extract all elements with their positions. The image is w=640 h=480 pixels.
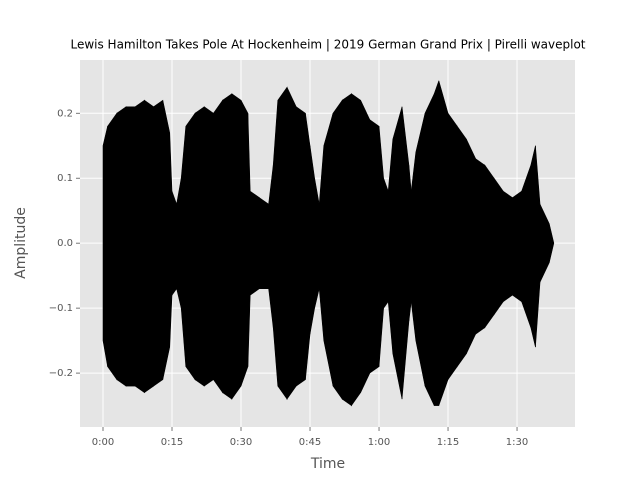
waveform-segment bbox=[383, 178, 389, 310]
waveform-segment bbox=[512, 190, 522, 303]
waveform-segment bbox=[456, 125, 467, 368]
x-tick-label: 0:15 bbox=[161, 437, 183, 448]
waveform-segment bbox=[213, 99, 223, 394]
x-tick-label: 0:00 bbox=[92, 437, 114, 448]
waveform-segment bbox=[249, 190, 260, 296]
waveform-segment bbox=[194, 106, 205, 387]
waveform-segment bbox=[277, 86, 288, 401]
x-axis-label: Time bbox=[310, 456, 345, 472]
waveform-segment bbox=[153, 99, 164, 387]
x-tick-label: 0:30 bbox=[230, 437, 252, 448]
x-tick-label: 1:00 bbox=[368, 437, 390, 448]
waveform-segment bbox=[116, 106, 127, 387]
waveform-segment bbox=[424, 93, 435, 406]
x-tick-label: 1:30 bbox=[506, 437, 528, 448]
waveform-segment bbox=[102, 126, 108, 367]
waveform-segment bbox=[144, 99, 154, 394]
waveform-segment bbox=[107, 112, 118, 381]
waveform-segment bbox=[332, 99, 343, 401]
waveform-segment bbox=[171, 191, 177, 297]
y-tick-label: 0.1 bbox=[57, 173, 73, 184]
x-tick-label: 1:15 bbox=[437, 437, 459, 448]
waveform-segment bbox=[134, 99, 145, 394]
waveform-segment bbox=[295, 106, 306, 387]
waveform-segment bbox=[351, 93, 361, 407]
waveform-segment bbox=[259, 197, 269, 289]
waveform-segment bbox=[309, 145, 315, 335]
waveform-segment bbox=[222, 93, 233, 400]
waveform-segment bbox=[548, 223, 555, 263]
waveform-segment bbox=[360, 100, 371, 393]
y-axis-label: Amplitude bbox=[13, 207, 29, 279]
y-tick-label: 0.2 bbox=[57, 108, 73, 119]
waveform-segment bbox=[502, 190, 513, 303]
x-tick-label: 0:45 bbox=[299, 437, 321, 448]
waveform-segment bbox=[493, 177, 504, 316]
waveform-segment bbox=[447, 112, 458, 381]
y-tick-label: 0.0 bbox=[57, 238, 73, 249]
waveform-segment bbox=[530, 145, 536, 348]
waveform-segment bbox=[475, 158, 486, 335]
waveform-segment bbox=[305, 113, 311, 380]
waveform-segment bbox=[438, 80, 449, 406]
waveform-segment bbox=[125, 106, 136, 387]
waveform-segment bbox=[466, 139, 476, 354]
waveform-segment bbox=[286, 87, 297, 401]
waveform-segment bbox=[392, 106, 403, 400]
waveform-segment bbox=[185, 112, 196, 381]
waveform-segment bbox=[415, 113, 426, 387]
waveform-segment bbox=[484, 164, 495, 329]
waveform-segment bbox=[162, 100, 171, 380]
waveform-segment bbox=[408, 165, 412, 322]
waveform-segment bbox=[433, 80, 440, 406]
waveform-segment bbox=[323, 113, 334, 387]
waveform-segment bbox=[521, 165, 532, 328]
y-tick-label: −0.2 bbox=[49, 368, 73, 379]
y-tick-label: −0.1 bbox=[49, 303, 73, 314]
chart-title: Lewis Hamilton Takes Pole At Hockenheim … bbox=[70, 38, 585, 52]
waveform-segment bbox=[240, 100, 249, 387]
waveform-segment bbox=[203, 106, 214, 387]
waveform-segment bbox=[369, 119, 380, 374]
waveform-segment bbox=[231, 93, 242, 401]
waveform-segment bbox=[341, 93, 352, 407]
